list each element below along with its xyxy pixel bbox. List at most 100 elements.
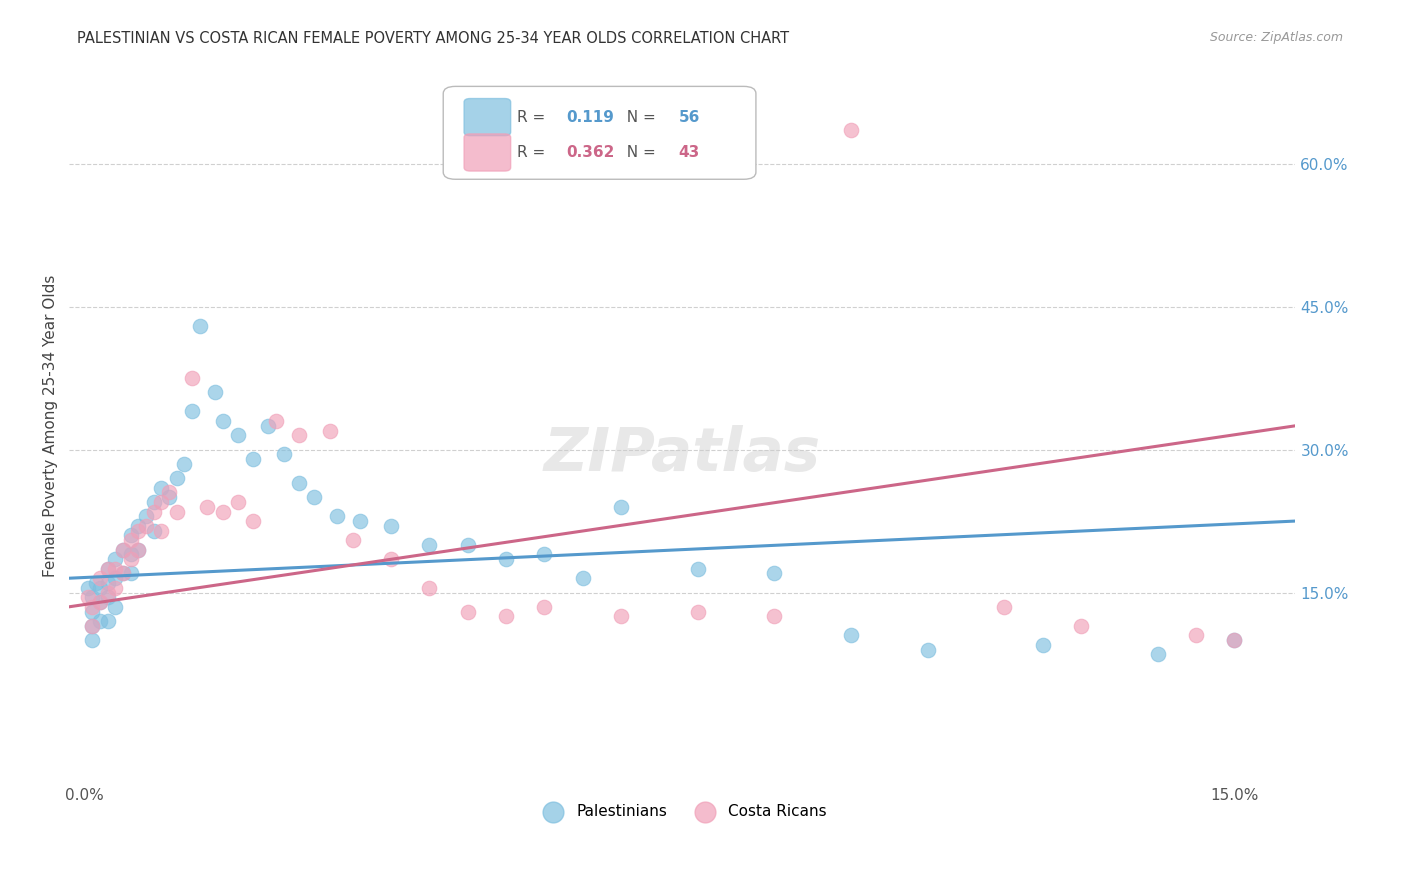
- Text: N =: N =: [617, 110, 661, 125]
- Point: [82, 619, 104, 633]
- Point: [111, 542, 134, 557]
- Point: [380, 552, 402, 566]
- Point: [89, 595, 111, 609]
- Point: [166, 504, 188, 518]
- Point: [610, 609, 633, 624]
- Point: [304, 490, 326, 504]
- Point: [157, 490, 180, 504]
- Point: [1223, 633, 1246, 648]
- Point: [257, 418, 280, 433]
- Point: [1146, 648, 1168, 662]
- Text: 56: 56: [679, 110, 700, 125]
- Point: [273, 447, 295, 461]
- Text: R =: R =: [517, 110, 550, 125]
- Point: [195, 500, 218, 514]
- Point: [142, 504, 165, 518]
- Point: [111, 566, 134, 581]
- Point: [127, 518, 149, 533]
- Point: [157, 485, 180, 500]
- Point: [495, 552, 517, 566]
- Point: [1032, 638, 1054, 652]
- Point: [120, 566, 142, 581]
- Point: [342, 533, 364, 547]
- Point: [89, 581, 111, 595]
- Point: [96, 562, 118, 576]
- Point: [686, 605, 709, 619]
- Point: [418, 581, 440, 595]
- Point: [457, 605, 479, 619]
- Point: [226, 428, 249, 442]
- Point: [77, 581, 100, 595]
- Point: [993, 599, 1015, 614]
- Point: [150, 481, 173, 495]
- Point: [104, 552, 127, 566]
- Point: [839, 123, 862, 137]
- Point: [120, 533, 142, 547]
- Point: [96, 576, 118, 591]
- Point: [120, 552, 142, 566]
- Point: [96, 562, 118, 576]
- Point: [839, 628, 862, 642]
- FancyBboxPatch shape: [443, 87, 756, 179]
- Point: [89, 614, 111, 628]
- Point: [180, 371, 202, 385]
- Point: [288, 428, 311, 442]
- Point: [173, 457, 195, 471]
- Point: [82, 605, 104, 619]
- Y-axis label: Female Poverty Among 25-34 Year Olds: Female Poverty Among 25-34 Year Olds: [44, 275, 58, 577]
- Point: [211, 504, 233, 518]
- Point: [180, 404, 202, 418]
- Point: [111, 566, 134, 581]
- FancyBboxPatch shape: [464, 98, 510, 136]
- Point: [533, 599, 555, 614]
- Point: [96, 585, 118, 599]
- Point: [763, 566, 786, 581]
- Text: 0.362: 0.362: [565, 145, 614, 160]
- Point: [763, 609, 786, 624]
- Point: [326, 509, 349, 524]
- Point: [120, 548, 142, 562]
- Point: [226, 495, 249, 509]
- Point: [288, 475, 311, 490]
- Point: [120, 528, 142, 542]
- Point: [82, 633, 104, 648]
- Point: [104, 562, 127, 576]
- Point: [686, 562, 709, 576]
- Point: [127, 524, 149, 538]
- Point: [111, 542, 134, 557]
- Text: Source: ZipAtlas.com: Source: ZipAtlas.com: [1209, 31, 1343, 45]
- Point: [96, 591, 118, 605]
- Text: 0.119: 0.119: [565, 110, 614, 125]
- Point: [77, 591, 100, 605]
- Point: [82, 591, 104, 605]
- Point: [89, 571, 111, 585]
- Point: [82, 599, 104, 614]
- Text: ZIPatlas: ZIPatlas: [544, 425, 821, 483]
- Point: [84, 576, 107, 591]
- Point: [104, 599, 127, 614]
- FancyBboxPatch shape: [464, 134, 510, 171]
- Point: [610, 500, 633, 514]
- Point: [1185, 628, 1208, 642]
- Point: [96, 614, 118, 628]
- Text: PALESTINIAN VS COSTA RICAN FEMALE POVERTY AMONG 25-34 YEAR OLDS CORRELATION CHAR: PALESTINIAN VS COSTA RICAN FEMALE POVERT…: [77, 31, 789, 46]
- Point: [319, 424, 342, 438]
- Point: [135, 518, 157, 533]
- Point: [104, 581, 127, 595]
- Point: [571, 571, 593, 585]
- Point: [166, 471, 188, 485]
- Point: [495, 609, 517, 624]
- Point: [142, 495, 165, 509]
- Point: [127, 542, 149, 557]
- Point: [127, 542, 149, 557]
- Text: 43: 43: [679, 145, 700, 160]
- Point: [242, 452, 264, 467]
- Point: [533, 548, 555, 562]
- Point: [1223, 633, 1246, 648]
- Point: [242, 514, 264, 528]
- Point: [82, 619, 104, 633]
- Point: [264, 414, 287, 428]
- Point: [135, 509, 157, 524]
- Point: [211, 414, 233, 428]
- Point: [150, 524, 173, 538]
